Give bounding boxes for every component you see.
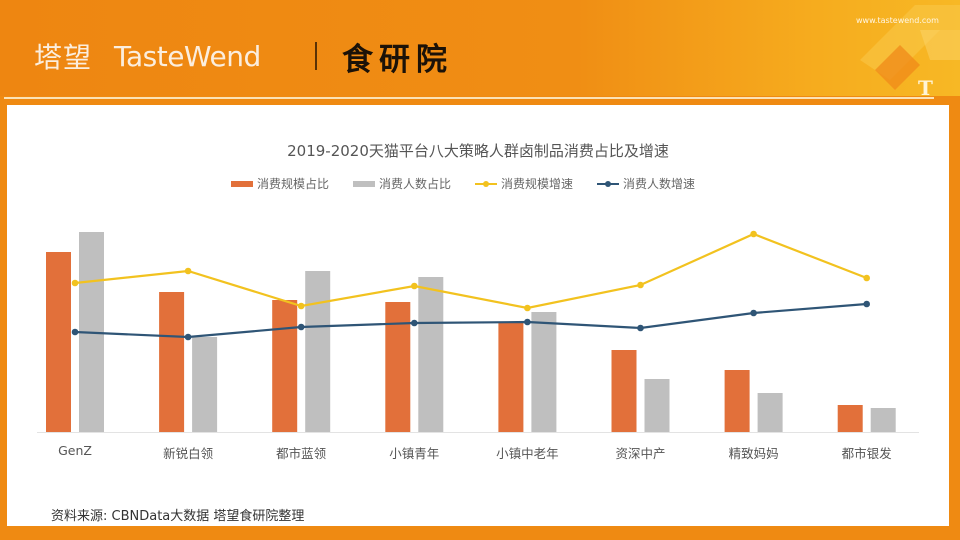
line-marker	[71, 279, 79, 287]
line-marker	[524, 304, 531, 312]
line-marker	[863, 300, 870, 308]
line-marker	[411, 319, 418, 327]
line-marker	[297, 323, 305, 331]
x-axis-label: 小镇中老年	[496, 446, 559, 461]
chart-plot-area	[37, 230, 919, 433]
legend-swatch	[353, 180, 376, 187]
x-axis-label: 都市蓝领	[276, 446, 327, 461]
bar-scale-share	[611, 350, 637, 432]
legend-item-people-share: 消费人数占比	[353, 175, 451, 192]
bar-people-share	[305, 271, 331, 432]
source-note: 资料来源: CBNData大数据 塔望食研院整理	[51, 509, 305, 524]
header-rule	[4, 97, 934, 99]
legend-item-scale-growth: 消费规模增速	[475, 175, 573, 192]
bar-people-share	[418, 277, 444, 432]
logo-chinese: 塔望	[34, 41, 93, 74]
bar-scale-share	[159, 292, 185, 432]
logo-english: TasteWend	[114, 40, 261, 73]
x-axis-label: 都市银发	[841, 446, 892, 461]
line-marker	[297, 302, 305, 310]
legend-item-people-growth: 消费人数增速	[597, 175, 695, 192]
bar-people-share	[757, 393, 783, 432]
bar-people-share	[870, 408, 896, 432]
legend-item-scale-share: 消费规模占比	[231, 175, 329, 192]
legend-label: 消费规模增速	[501, 177, 574, 191]
bar-people-share	[644, 379, 670, 432]
header-banner: 塔望 TasteWend 食研院 www.tastewend.com T	[0, 0, 960, 100]
bar-scale-share	[385, 302, 411, 432]
bar-scale-share	[837, 405, 863, 432]
line-marker	[750, 230, 757, 238]
bar-people-share	[192, 337, 218, 432]
chart-legend: 消费规模占比 消费人数占比 消费规模增速 消费人数增速	[231, 175, 695, 192]
line-marker	[524, 318, 531, 326]
legend-swatch	[231, 180, 253, 187]
x-axis-label: GenZ	[58, 443, 92, 458]
legend-label: 消费规模占比	[257, 177, 330, 191]
chart-panel: 2019-2020天猫平台八大策略人群卤制品消费占比及增速 消费规模占比 消费人…	[7, 105, 949, 526]
line-marker	[184, 333, 192, 341]
line-marker	[411, 282, 418, 290]
chart-title: 2019-2020天猫平台八大策略人群卤制品消费占比及增速	[287, 142, 669, 160]
brand-deco-icon	[860, 5, 960, 90]
bar-scale-share	[498, 322, 524, 432]
line-marker	[750, 309, 757, 317]
line-marker	[71, 328, 79, 336]
legend-swatch	[597, 180, 620, 187]
website-url: www.tastewend.com	[856, 16, 939, 25]
x-axis-label: 精致妈妈	[728, 446, 779, 461]
institute-name: 食研院	[342, 42, 453, 78]
line-marker	[637, 281, 644, 289]
x-axis-label: 小镇青年	[389, 446, 440, 461]
legend-label: 消费人数增速	[623, 177, 696, 191]
bar-scale-share	[724, 370, 750, 432]
legend-swatch	[475, 180, 498, 187]
bar-people-share	[531, 312, 557, 432]
corner-letter: T	[918, 76, 933, 100]
bar-scale-share	[272, 300, 298, 432]
line-people-growth	[74, 302, 867, 339]
logo-divider	[315, 42, 317, 70]
x-axis-label: 资深中产	[615, 446, 666, 461]
line-scale-growth	[74, 232, 868, 310]
bar-scale-share	[46, 252, 71, 432]
line-marker	[184, 267, 192, 275]
line-marker	[637, 324, 644, 332]
line-marker	[863, 274, 870, 282]
legend-label: 消费人数占比	[379, 177, 452, 191]
x-axis-label: 新锐白领	[163, 446, 214, 461]
